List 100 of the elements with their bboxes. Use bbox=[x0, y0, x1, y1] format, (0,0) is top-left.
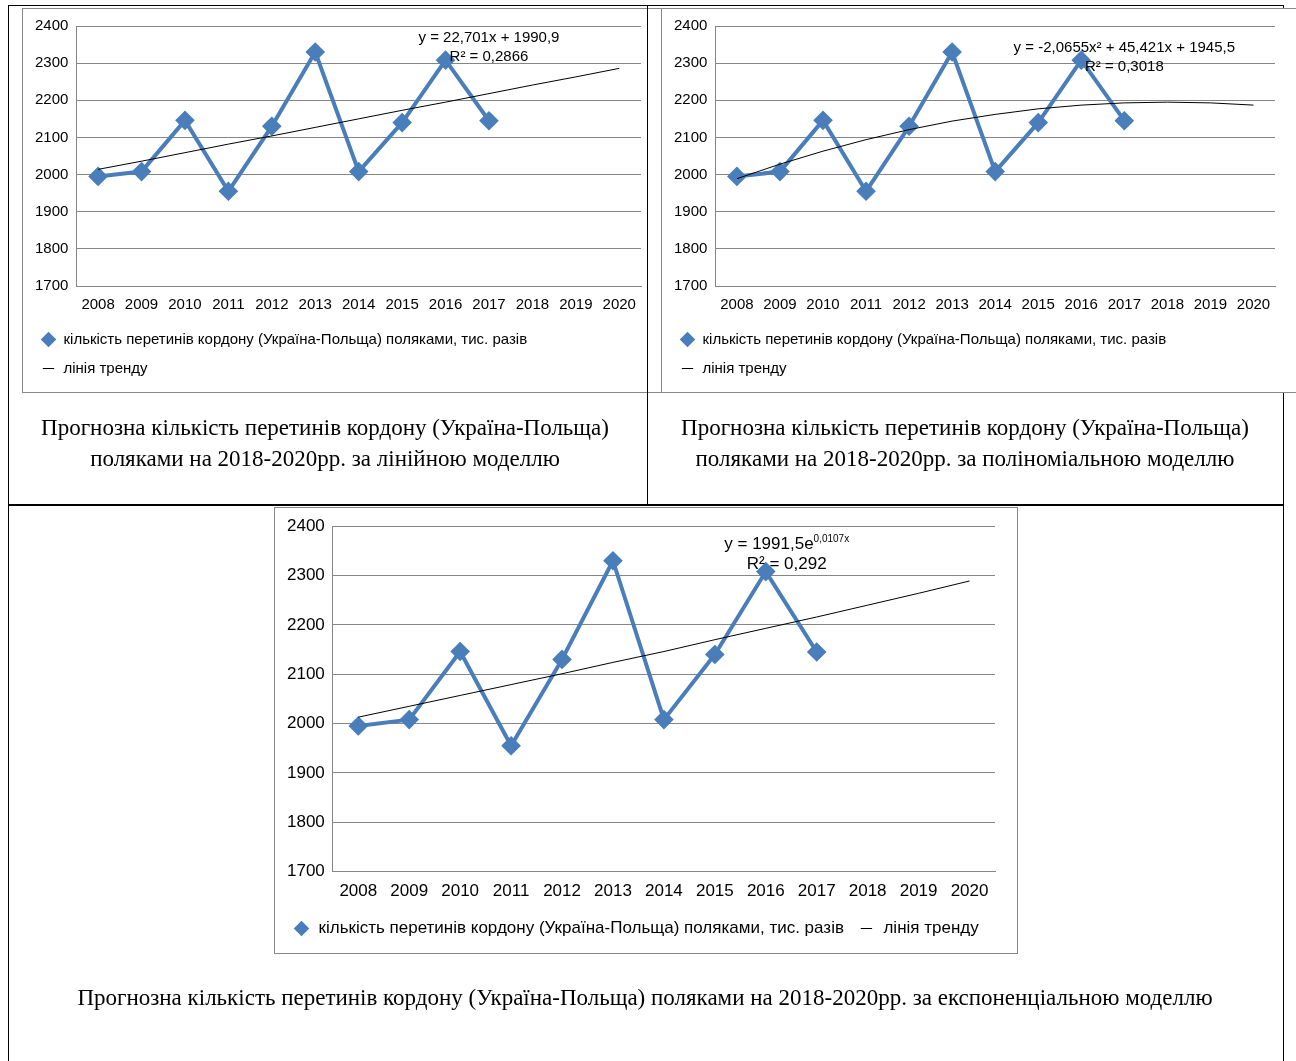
y-tick-label: 2200 bbox=[286, 614, 325, 634]
point bbox=[807, 643, 826, 662]
legend-label: кількість перетинів кордону (Україна-Польща) поляками, тис. разів bbox=[318, 918, 844, 938]
y-tick-label: 1700 bbox=[286, 861, 325, 881]
y-tick-label: 1900 bbox=[673, 201, 708, 219]
text: Прогнозна кількість перетинів кордону (Україна-Польща) поляками на 2018-2020рр. за поліноміальною моделлю bbox=[680, 414, 1250, 473]
point bbox=[705, 645, 724, 664]
y-tick-label: 1800 bbox=[673, 239, 708, 256]
y-tick-label: 2300 bbox=[286, 565, 325, 585]
x-tick-label: 2011 bbox=[849, 295, 883, 313]
y-tick-label: 1800 bbox=[34, 239, 69, 256]
x-tick-label: 2013 bbox=[935, 295, 969, 313]
point bbox=[451, 642, 470, 661]
point bbox=[306, 43, 325, 61]
point bbox=[393, 113, 412, 132]
legend-label: лінія тренду bbox=[883, 918, 980, 938]
x-tick-label: 2011 bbox=[492, 881, 530, 901]
legend-label: кількість перетинів кордону (Україна-Польща) поляками, тис. разів bbox=[63, 329, 528, 347]
x-tick-label: 2009 bbox=[390, 881, 429, 901]
annotation: y = 22,701x + 1990,9 bbox=[418, 28, 560, 45]
x-tick-label: 2020 bbox=[950, 881, 989, 901]
y-tick-label: 2100 bbox=[673, 127, 708, 145]
y-tick-label: 1800 bbox=[286, 811, 325, 831]
x-tick-label: 2018 bbox=[848, 881, 887, 901]
x-tick-label: 2019 bbox=[1193, 295, 1228, 313]
point bbox=[262, 117, 281, 136]
x-tick-label: 2017 bbox=[1107, 295, 1142, 313]
x-tick-label: 2012 bbox=[543, 881, 581, 901]
x-tick-label: 2008 bbox=[720, 295, 754, 313]
x-tick-label: 2019 bbox=[899, 881, 938, 901]
x-tick-label: 2019 bbox=[559, 295, 593, 313]
point bbox=[1115, 111, 1134, 130]
point bbox=[349, 717, 368, 736]
x-tick-label: 2016 bbox=[746, 881, 785, 901]
point bbox=[727, 167, 746, 186]
x-tick-label: 2017 bbox=[472, 295, 506, 313]
x-tick-label: 2016 bbox=[428, 295, 463, 313]
y-tick-label: 2400 bbox=[673, 16, 708, 34]
y-tick-label: 1700 bbox=[34, 276, 69, 294]
legend-label: лінія тренду bbox=[63, 358, 149, 376]
x-tick-label: 2018 bbox=[1150, 295, 1185, 313]
point bbox=[132, 162, 151, 181]
y-tick-label: 2300 bbox=[673, 53, 708, 71]
x-tick-label: 2010 bbox=[168, 295, 202, 313]
point bbox=[175, 111, 194, 130]
x-tick-label: 2010 bbox=[441, 881, 480, 901]
x-tick-label: 2018 bbox=[515, 295, 550, 313]
x-tick-label: 2009 bbox=[124, 295, 159, 313]
point bbox=[603, 551, 622, 570]
x-tick-label: 2014 bbox=[342, 295, 376, 313]
x-tick-label: 2010 bbox=[806, 295, 840, 313]
point bbox=[479, 111, 498, 130]
x-tick-label: 2014 bbox=[645, 881, 683, 901]
point bbox=[1029, 113, 1048, 132]
annotation: y = 1991,5e$^{0,0107x}$ bbox=[724, 533, 850, 554]
y-tick-label: 2300 bbox=[34, 53, 69, 71]
point bbox=[986, 162, 1005, 181]
point bbox=[219, 182, 238, 201]
point bbox=[900, 117, 919, 136]
y-tick-label: 1700 bbox=[673, 276, 708, 294]
text: Прогнозна кількість перетинів кордону (Україна-Польща) поляками на 2018-2020рр. за лінійною моделлю bbox=[40, 414, 610, 473]
y-tick-label: 2200 bbox=[673, 90, 708, 108]
point bbox=[553, 650, 572, 669]
point bbox=[502, 736, 521, 755]
point bbox=[654, 710, 673, 729]
x-tick-label: 2008 bbox=[81, 295, 115, 313]
x-tick-label: 2016 bbox=[1064, 295, 1098, 313]
y-tick-label: 2000 bbox=[286, 713, 325, 733]
y-tick-label: 2200 bbox=[34, 90, 69, 108]
point bbox=[943, 43, 962, 61]
point bbox=[770, 162, 789, 181]
annotation: y = -2,0655x² + 45,421x + 1945,5 bbox=[1013, 38, 1236, 55]
x-tick-label: 2012 bbox=[255, 295, 289, 313]
point bbox=[89, 167, 108, 186]
x-tick-label: 2011 bbox=[212, 295, 245, 313]
x-tick-label: 2020 bbox=[1236, 295, 1271, 313]
y-tick-label: 2000 bbox=[34, 164, 69, 182]
point bbox=[349, 162, 368, 181]
y-tick-label: 2400 bbox=[286, 515, 325, 535]
x-tick-label: 2013 bbox=[594, 881, 632, 901]
x-tick-label: 2014 bbox=[978, 295, 1012, 313]
legend-label: кількість перетинів кордону (Україна-Польща) поляками, тис. разів bbox=[702, 329, 1167, 347]
y-tick-label: 2000 bbox=[673, 164, 708, 182]
x-tick-label: 2015 bbox=[695, 881, 734, 901]
y-tick-label: 1900 bbox=[286, 762, 325, 782]
annotation: R² = 0,2866 bbox=[449, 47, 529, 64]
x-tick-label: 2020 bbox=[602, 295, 636, 313]
point bbox=[813, 111, 832, 130]
point bbox=[857, 182, 876, 201]
x-tick-label: 2013 bbox=[298, 295, 332, 313]
x-tick-label: 2015 bbox=[1021, 295, 1055, 313]
legend-label: лінія тренду bbox=[702, 358, 788, 376]
x-tick-label: 2017 bbox=[797, 881, 836, 901]
annotation: R² = 0,292 bbox=[746, 554, 827, 575]
x-tick-label: 2008 bbox=[339, 881, 378, 901]
y-tick-label: 2100 bbox=[34, 127, 69, 145]
point bbox=[400, 710, 419, 729]
y-tick-label: 2400 bbox=[34, 16, 69, 34]
x-tick-label: 2009 bbox=[763, 295, 797, 313]
x-tick-label: 2012 bbox=[892, 295, 926, 313]
